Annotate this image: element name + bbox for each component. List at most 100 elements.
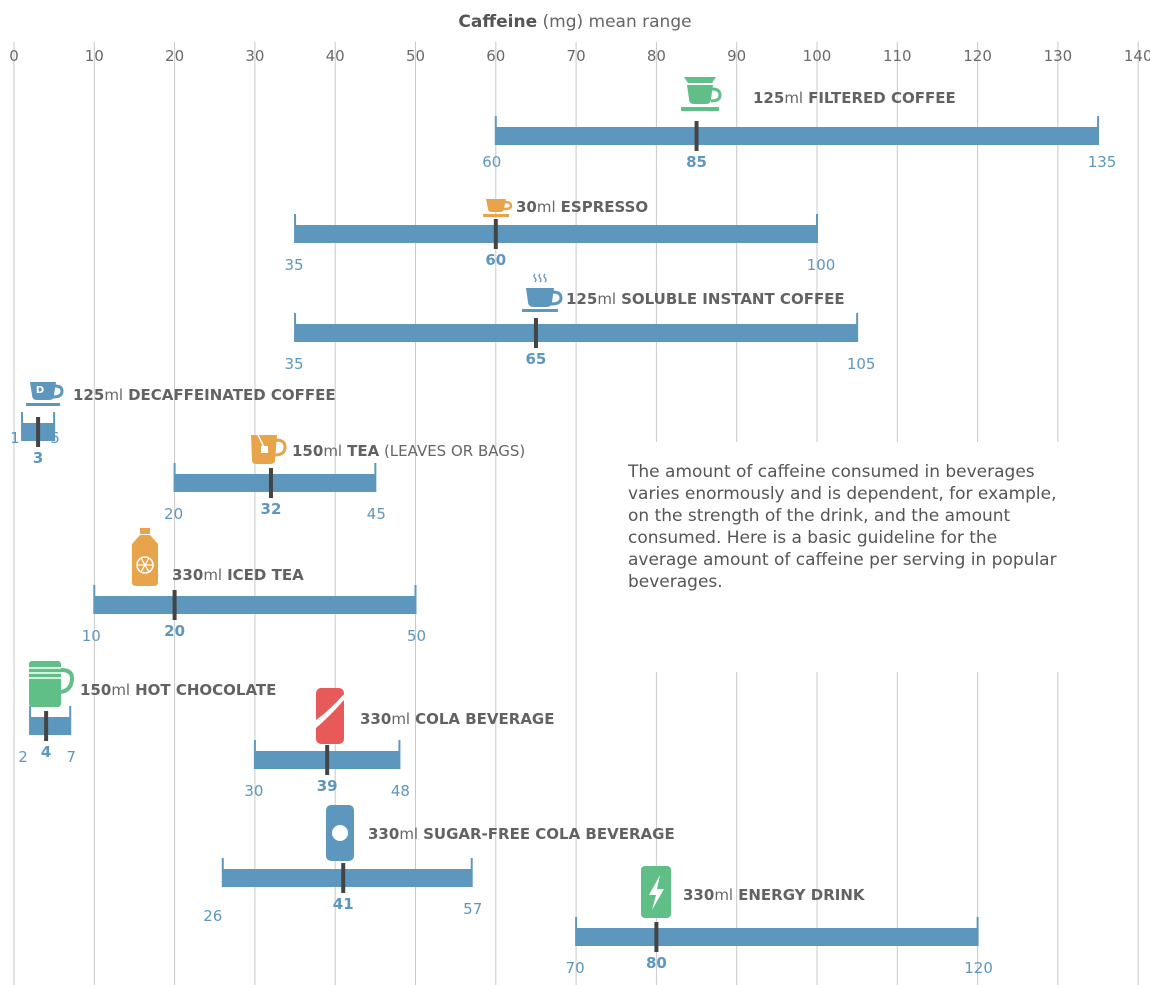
beverage-name: SOLUBLE INSTANT COFFEE (621, 290, 845, 308)
beverage-name: TEA (347, 442, 379, 460)
beverage-row: 2 74 150ml HOT CHOCOLATE (18, 661, 276, 766)
serving-unit: ml (714, 886, 733, 904)
espresso-icon (483, 199, 513, 217)
range-min-label: 35 (285, 256, 304, 274)
serving-unit: ml (323, 442, 342, 460)
mean-label: 3 (33, 449, 43, 467)
x-tick-label: 120 (963, 47, 992, 65)
mean-label: 80 (646, 954, 667, 972)
range-min-label: 70 (566, 959, 585, 977)
range-bar (30, 717, 71, 735)
mean-label: 20 (164, 622, 185, 640)
x-axis-ticks: 0 10 20 30 40 50 60 70 80 90 100 110 120 130 140 (9, 47, 1150, 65)
serving-unit: ml (203, 566, 222, 584)
mean-label: 32 (261, 500, 282, 518)
mean-marker (694, 121, 699, 151)
beverage-suffix: (LEAVES OR BAGS) (379, 442, 525, 460)
beverage-label: 30ml ESPRESSO (516, 198, 648, 216)
range-bar (576, 928, 978, 946)
x-tick-label: 50 (406, 47, 425, 65)
serving-unit: ml (399, 825, 418, 843)
mean-marker (325, 745, 330, 775)
x-tick-label: 130 (1044, 47, 1073, 65)
x-tick-label: 110 (883, 47, 912, 65)
x-tick-label: 0 (9, 47, 19, 65)
mean-marker (654, 922, 659, 952)
range-min-label: 30 (244, 782, 263, 800)
hot-chocolate-mug-icon (29, 661, 75, 707)
mean-label: 39 (317, 777, 338, 795)
beverage-name: ICED TEA (227, 566, 304, 584)
serving-amount: 150 (292, 442, 323, 460)
range-max-label: 120 (964, 959, 993, 977)
serving-unit: ml (597, 290, 616, 308)
beverage-row: 35 100 60 30ml ESPRESSO (285, 198, 836, 274)
serving-unit: ml (537, 198, 556, 216)
beverage-label: 125ml FILTERED COFFEE (753, 89, 956, 107)
beverage-row: 20 45 32 150ml TEA (LEAVES OR BAGS) (164, 434, 525, 523)
beverage-label: 330ml SUGAR-FREE COLA BEVERAGE (368, 825, 675, 843)
beverage-name: ESPRESSO (561, 198, 649, 216)
beverage-label: 150ml TEA (LEAVES OR BAGS) (292, 442, 525, 460)
x-tick-label: 10 (85, 47, 104, 65)
beverage-label: 330ml COLA BEVERAGE (360, 710, 555, 728)
beverage-row: 70 120 80 330ml ENERGY DRINK (566, 866, 993, 977)
beverage-row: 60 135 85 125ml FILTERED COFFEE (482, 77, 1116, 171)
serving-unit: ml (391, 710, 410, 728)
decaf-coffee-icon: D (26, 382, 64, 406)
cola-can-icon (316, 688, 344, 744)
x-tick-label: 20 (165, 47, 184, 65)
serving-amount: 330 (368, 825, 399, 843)
range-min-label: 20 (164, 505, 183, 523)
range-bar (295, 225, 817, 243)
beverage-row: 35 105 65 125ml SOLUBLE INSTANT COFFEE (285, 273, 876, 373)
range-max-label: 105 (847, 355, 876, 373)
range-max-label: 100 (807, 256, 836, 274)
axis-title-rest: (mg) mean range (537, 12, 691, 32)
range-max-label: 57 (463, 900, 482, 918)
axis-title-bold: Caffeine (458, 12, 537, 32)
beverage-name: FILTERED COFFEE (808, 89, 956, 107)
serving-amount: 125 (566, 290, 597, 308)
range-max-label: 48 (391, 782, 410, 800)
range-bar (495, 127, 1099, 145)
x-tick-label: 80 (647, 47, 666, 65)
range-min-label: 1 (10, 429, 20, 447)
serving-amount: 150 (80, 681, 111, 699)
x-tick-label: 70 (567, 47, 586, 65)
beverage-row: 1 53 D 125ml DECAFFEINATED COFFEE (10, 382, 336, 467)
beverage-row: 10 50 20 330ml ICED TEA (82, 528, 426, 645)
beverage-name: ENERGY DRINK (738, 886, 866, 904)
mean-marker (268, 468, 273, 498)
serving-unit: ml (784, 89, 803, 107)
mean-label: 60 (485, 251, 506, 269)
mean-label: 41 (333, 895, 354, 913)
iced-tea-bottle-icon (132, 528, 158, 586)
serving-amount: 330 (360, 710, 391, 728)
filtered-coffee-icon (681, 77, 722, 111)
mean-marker (341, 863, 346, 893)
beverage-name: SUGAR-FREE COLA BEVERAGE (423, 825, 675, 843)
sugar-free-cola-can-icon (326, 805, 354, 861)
energy-drink-can-icon (641, 866, 671, 918)
x-tick-label: 140 (1124, 47, 1150, 65)
serving-amount: 30 (516, 198, 537, 216)
range-min-label: 10 (82, 627, 101, 645)
chart-note: The amount of caffeine consumed in bever… (628, 461, 1058, 593)
range-min-label: 35 (285, 355, 304, 373)
x-tick-label: 90 (727, 47, 746, 65)
x-tick-label: 30 (245, 47, 264, 65)
mean-marker (172, 590, 177, 620)
serving-unit: ml (111, 681, 130, 699)
tea-icon (251, 434, 287, 464)
range-bar (222, 869, 472, 887)
serving-amount: 125 (753, 89, 784, 107)
mean-marker (493, 219, 498, 249)
mean-marker (533, 318, 538, 348)
beverage-name: HOT CHOCOLATE (135, 681, 276, 699)
beverage-name: COLA BEVERAGE (415, 710, 554, 728)
beverage-name: DECAFFEINATED COFFEE (128, 386, 336, 404)
range-bar (94, 596, 416, 614)
serving-amount: 330 (683, 886, 714, 904)
